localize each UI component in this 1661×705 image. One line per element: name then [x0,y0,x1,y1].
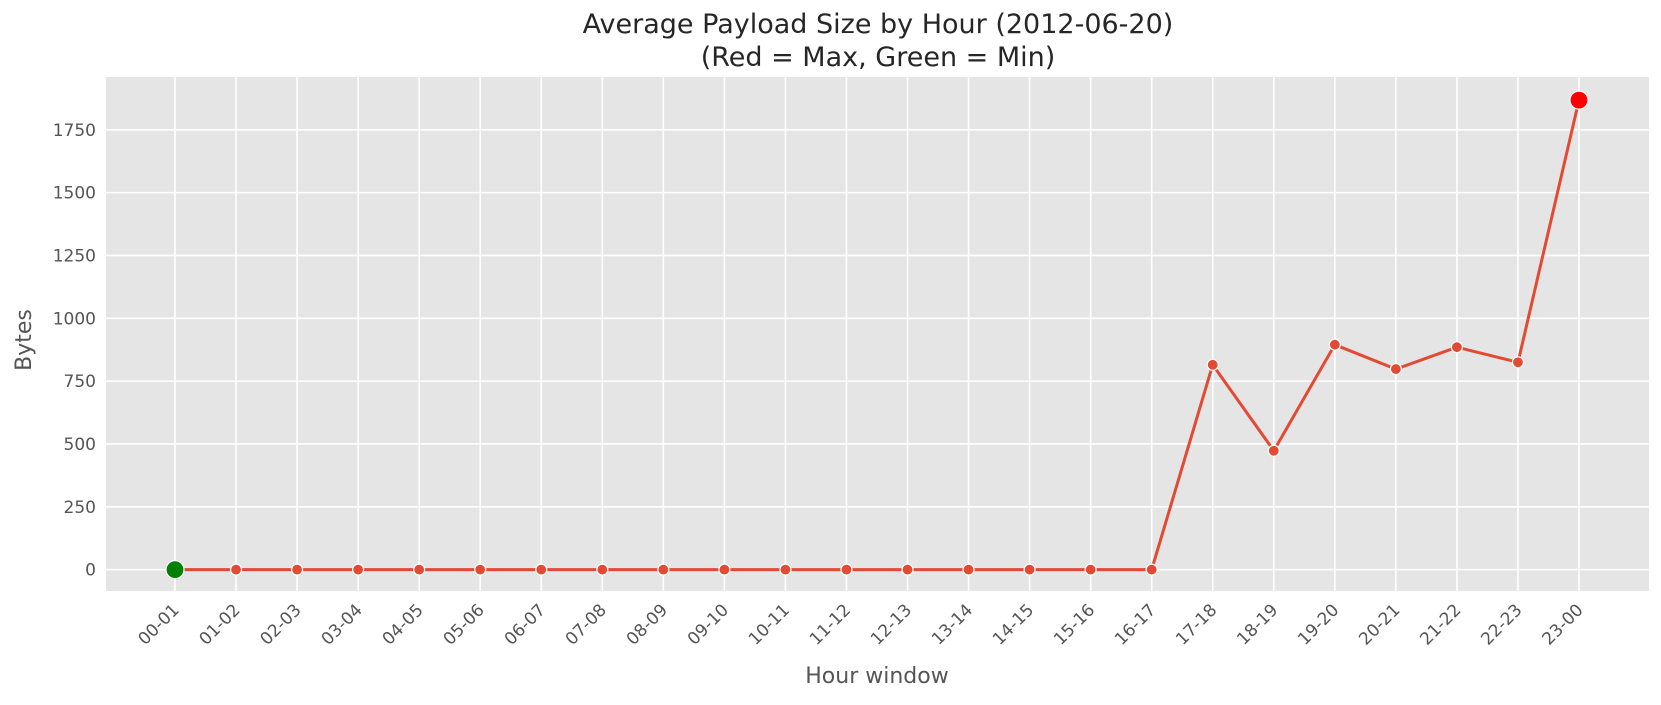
x-tick-label: 04-05 [379,600,428,649]
x-tick-label: 21-22 [1416,600,1465,649]
data-point [290,563,304,576]
data-point [474,563,487,576]
x-tick-label: 23-00 [1538,600,1587,649]
y-tick-label: 500 [64,435,96,455]
data-point [1511,356,1525,369]
x-tick-label: 12-13 [867,600,916,649]
min-point [165,560,185,580]
data-point [535,563,548,576]
data-point [840,563,853,576]
data-point [779,563,792,576]
y-tick-label: 1500 [53,184,96,204]
max-point [1569,90,1589,110]
x-axis-ticks: 00-01 01-02 02-03 03-04 04-05 05-06 06-07 07-08… [134,600,1587,649]
data-point [229,563,243,576]
data-point [657,563,670,576]
data-point [1023,563,1036,576]
x-tick-label: 18-19 [1233,600,1282,649]
data-point [1084,563,1097,576]
y-tick-label: 750 [64,372,96,392]
data-point [352,563,365,576]
x-axis-label: Hour window [805,664,948,689]
x-tick-label: 05-06 [440,600,489,649]
x-tick-label: 19-20 [1294,600,1343,649]
x-tick-label: 22-23 [1477,600,1526,649]
x-tick-label: 17-18 [1172,600,1221,649]
x-tick-label: 14-15 [989,600,1038,649]
x-tick-label: 15-16 [1050,600,1099,649]
y-tick-label: 1250 [53,246,96,266]
x-tick-label: 08-09 [623,600,672,649]
x-tick-label: 09-10 [684,600,733,649]
data-point [1328,338,1341,351]
x-tick-label: 20-21 [1355,600,1404,649]
data-point [901,563,914,576]
x-tick-label: 03-04 [318,600,367,649]
x-tick-label: 10-11 [745,600,794,649]
chart-subtitle: (Red = Max, Green = Min) [701,42,1056,73]
x-tick-label: 06-07 [501,600,550,649]
data-point [1206,358,1219,371]
y-tick-label: 250 [64,498,96,518]
y-tick-label: 1000 [53,309,96,329]
data-point [1450,341,1464,354]
data-point [1389,362,1402,376]
data-points [165,90,1589,580]
x-tick-label: 02-03 [257,600,306,649]
series-line [175,99,1581,572]
chart-title: Average Payload Size by Hour (2012-06-20… [583,9,1174,40]
y-tick-label: 1750 [53,121,96,141]
data-point [1145,563,1158,576]
x-tick-label: 01-02 [196,600,245,649]
data-point [718,563,731,576]
data-point [962,563,975,576]
data-point [1267,444,1280,457]
data-point [596,563,609,576]
plot-area [106,77,1649,591]
y-axis-ticks: 0 250 500 750 1000 1250 1500 1750 [53,121,96,581]
y-tick-label: 0 [85,561,96,581]
data-point [413,563,426,576]
x-tick-label: 13-14 [928,600,977,649]
x-tick-label: 07-08 [562,600,611,649]
x-tick-label: 00-01 [134,600,183,649]
grid [106,77,1649,591]
x-tick-label: 11-12 [806,600,855,649]
x-tick-label: 16-17 [1111,600,1160,649]
y-axis-label: Bytes [12,309,37,371]
